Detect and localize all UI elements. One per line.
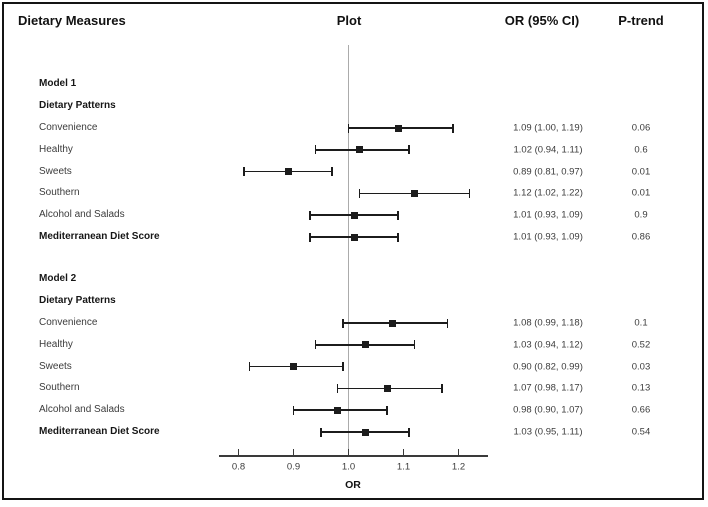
x-axis-tick [237, 449, 240, 456]
p-trend-value: 0.01 [631, 187, 651, 199]
column-header-plot: Plot [336, 13, 362, 28]
row-label: Healthy [39, 143, 73, 155]
row-label: Southern [39, 382, 80, 394]
reference-line-or-1 [347, 45, 350, 456]
row-label: Sweets [39, 360, 72, 372]
p-trend-value: 0.01 [631, 166, 651, 178]
ci-cap-low [243, 167, 245, 177]
point-estimate-marker [350, 233, 358, 241]
point-estimate-marker [394, 124, 402, 132]
section-heading: Dietary Patterns [39, 295, 116, 306]
point-estimate-marker [411, 189, 418, 197]
x-axis-tick [347, 449, 350, 456]
or-ci-value: 1.01 (0.93, 1.09) [513, 209, 583, 221]
or-ci-value: 1.07 (0.98, 1.17) [513, 382, 583, 394]
ci-cap-high [413, 340, 416, 350]
ci-cap-low [309, 232, 311, 242]
x-axis-tick [402, 449, 405, 456]
x-axis-tick [457, 449, 460, 456]
or-ci-value: 1.01 (0.93, 1.09) [513, 231, 583, 243]
point-estimate-marker [290, 363, 297, 371]
or-ci-value: 0.89 (0.81, 0.97) [513, 166, 583, 178]
p-trend-value: 0.06 [631, 122, 651, 134]
or-ci-value: 1.12 (1.02, 1.22) [513, 187, 583, 199]
x-axis-tick-label: 1.2 [451, 461, 466, 473]
point-estimate-marker [361, 428, 369, 436]
x-axis-tick-label: 1.0 [341, 461, 356, 473]
ci-cap-low [309, 210, 311, 220]
x-axis-line [219, 455, 488, 457]
ci-cap-high [408, 427, 410, 437]
ci-cap-low [336, 383, 339, 393]
ci-cap-high [397, 232, 399, 242]
section-heading: Dietary Patterns [39, 100, 116, 111]
x-axis-label: OR [345, 479, 361, 491]
column-header-or-ci: OR (95% CI) [504, 13, 580, 28]
ci-cap-high [452, 123, 454, 133]
x-axis-tick-label: 0.8 [231, 461, 246, 473]
ci-cap-low [292, 405, 295, 415]
p-trend-value: 0.1 [634, 317, 648, 329]
column-header-dietary-measures: Dietary Measures [18, 13, 126, 28]
p-trend-value: 0.66 [631, 404, 651, 416]
point-estimate-marker [284, 168, 292, 176]
point-estimate-marker [389, 319, 396, 327]
point-estimate-marker [350, 211, 358, 219]
p-trend-value: 0.54 [631, 426, 651, 438]
row-label: Southern [39, 187, 80, 199]
ci-cap-high [408, 145, 410, 155]
x-axis-tick-label: 0.9 [286, 461, 301, 473]
or-ci-value: 1.03 (0.94, 1.12) [513, 339, 583, 351]
ci-cap-low [248, 362, 251, 372]
row-label: Alcohol and Salads [39, 209, 125, 221]
x-axis-tick [292, 449, 295, 456]
column-header-p-trend: P-trend [618, 13, 664, 28]
ci-cap-high [441, 383, 443, 393]
ci-cap-low [314, 340, 317, 350]
row-label: Mediterranean Diet Score [39, 231, 160, 242]
p-trend-value: 0.03 [631, 361, 651, 373]
row-label: Healthy [39, 338, 73, 350]
p-trend-value: 0.13 [631, 382, 651, 394]
row-label: Convenience [39, 122, 98, 133]
point-estimate-marker [334, 406, 341, 414]
or-ci-value: 1.03 (0.95, 1.11) [513, 426, 583, 438]
ci-cap-high [468, 188, 471, 198]
row-label: Mediterranean Diet Score [39, 426, 160, 437]
or-ci-value: 1.09 (1.00, 1.19) [513, 122, 583, 134]
p-trend-value: 0.52 [631, 339, 651, 351]
ci-cap-low [342, 318, 344, 328]
or-ci-value: 0.90 (0.82, 0.99) [513, 361, 583, 373]
p-trend-value: 0.86 [631, 231, 651, 243]
or-ci-value: 0.98 (0.90, 1.07) [513, 404, 583, 416]
section-title: Model 1 [39, 78, 77, 89]
or-ci-value: 1.02 (0.94, 1.11) [513, 144, 583, 156]
ci-cap-low [358, 188, 361, 198]
point-estimate-marker [383, 384, 391, 392]
point-estimate-marker [356, 146, 363, 154]
row-label: Alcohol and Salads [39, 404, 125, 416]
ci-cap-high [342, 362, 344, 372]
ci-cap-high [331, 167, 333, 177]
point-estimate-marker [361, 341, 369, 349]
ci-cap-high [397, 210, 399, 220]
ci-cap-low [314, 145, 317, 155]
p-trend-value: 0.6 [634, 144, 648, 156]
x-axis-tick-label: 1.1 [396, 461, 411, 473]
or-ci-value: 1.08 (0.99, 1.18) [513, 317, 583, 329]
row-label: Sweets [39, 165, 72, 177]
ci-cap-low [347, 123, 350, 133]
p-trend-value: 0.9 [634, 209, 648, 221]
ci-cap-high [386, 405, 388, 415]
ci-cap-low [320, 427, 322, 437]
ci-cap-high [446, 318, 449, 328]
section-title: Model 2 [39, 273, 77, 284]
row-label: Convenience [39, 317, 98, 328]
